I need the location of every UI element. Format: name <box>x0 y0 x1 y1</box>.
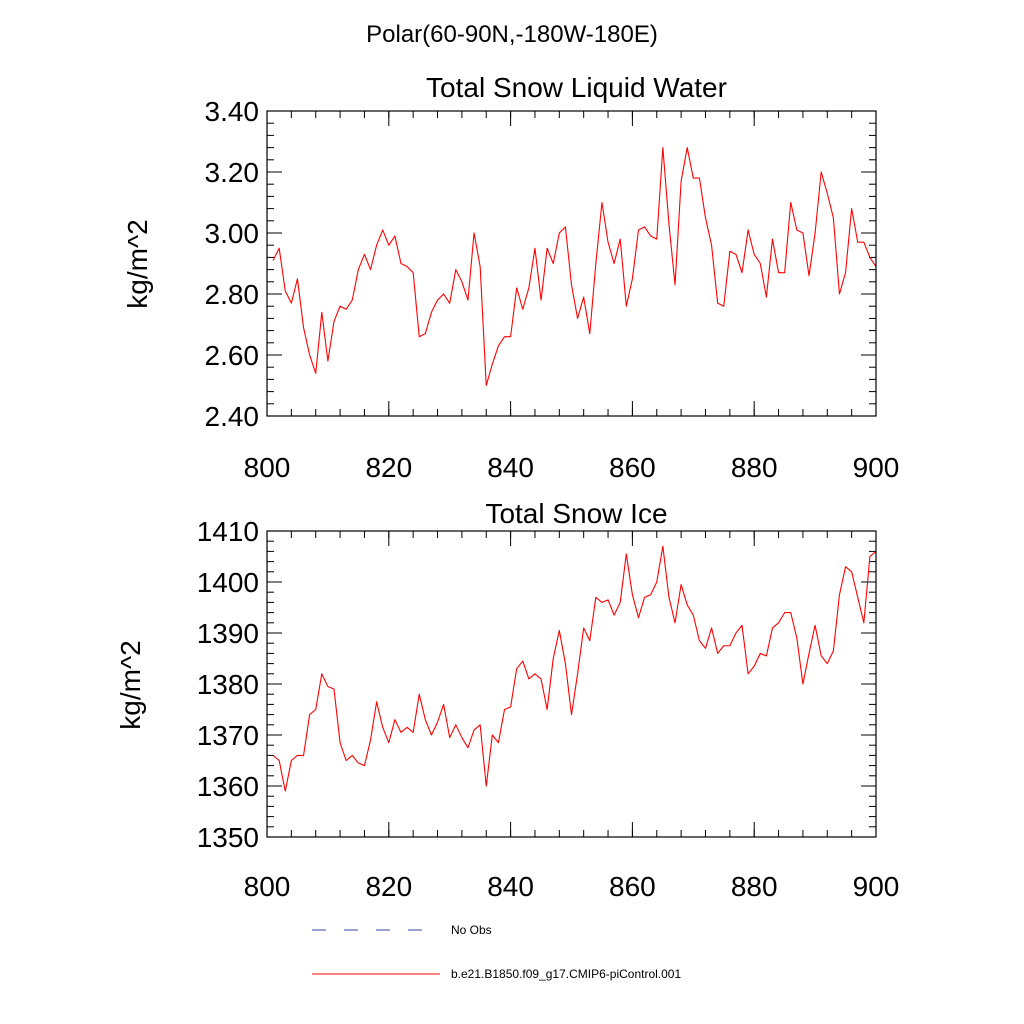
page-title: Polar(60-90N,-180W-180E) <box>366 21 658 48</box>
legend: No Obs b.e21.B1850.f09_g17.CMIP6-piContr… <box>312 923 681 981</box>
x-tick-label: 900 <box>853 452 900 483</box>
x-tick-label: 880 <box>731 871 778 902</box>
x-tick-label: 820 <box>365 871 412 902</box>
y-axis-label: kg/m^2 <box>122 219 153 308</box>
y-tick-label: 3.20 <box>205 157 260 188</box>
snow-liquid-water-panel: Total Snow Liquid Water kg/m^2 800 820 840 86… <box>122 72 899 483</box>
plot-frame <box>266 110 877 417</box>
y-tick-label: 1360 <box>197 771 259 802</box>
x-tick-label: 880 <box>731 452 778 483</box>
y-tick-label: 1410 <box>197 516 259 547</box>
x-tick-label: 820 <box>365 452 412 483</box>
x-tick-label: 840 <box>487 871 534 902</box>
y-tick-label: 3.40 <box>205 96 260 127</box>
legend-model-label: b.e21.B1850.f09_g17.CMIP6-piControl.001 <box>451 967 681 981</box>
x-tick-label: 800 <box>244 452 291 483</box>
x-tick-label: 840 <box>487 452 534 483</box>
y-tick-label: 1350 <box>197 822 259 853</box>
y-tick-label: 1400 <box>197 567 259 598</box>
series-line <box>272 545 877 792</box>
x-tick-label: 900 <box>853 871 900 902</box>
x-tick-label: 800 <box>244 871 291 902</box>
y-tick-label: 2.60 <box>205 340 260 371</box>
chart-title: Total Snow Liquid Water <box>426 72 727 103</box>
y-axis-label: kg/m^2 <box>115 640 146 729</box>
y-tick-label: 3.00 <box>205 218 260 249</box>
legend-obs-label: No Obs <box>451 923 492 937</box>
series-line <box>272 147 877 387</box>
snow-ice-panel: Total Snow Ice kg/m^2 800 820 840 860 880 900 13… <box>115 498 899 902</box>
plot-frame <box>266 530 877 838</box>
y-tick-label: 2.40 <box>205 401 260 432</box>
x-tick-label: 860 <box>609 452 656 483</box>
y-tick-label: 1390 <box>197 618 259 649</box>
y-tick-label: 1380 <box>197 669 259 700</box>
y-tick-label: 1370 <box>197 720 259 751</box>
y-tick-label: 2.80 <box>205 279 260 310</box>
x-tick-label: 860 <box>609 871 656 902</box>
chart-title: Total Snow Ice <box>485 498 667 529</box>
